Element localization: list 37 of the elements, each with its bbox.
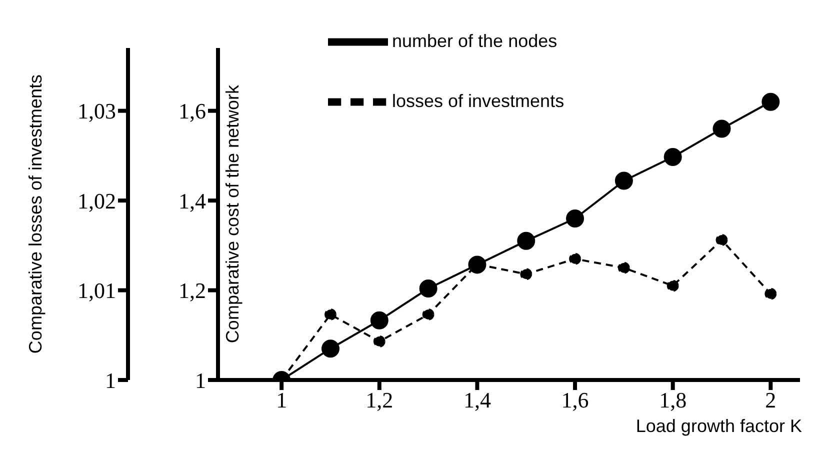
- point: [566, 209, 584, 228]
- y2-axis-title: Comparative cost of the network: [222, 84, 242, 344]
- x-tick-label: 1,6: [561, 388, 589, 413]
- point: [712, 120, 731, 138]
- y2-tick-label: 1,6: [178, 98, 206, 124]
- point: [762, 92, 780, 111]
- point: [569, 252, 582, 265]
- point: [517, 232, 536, 250]
- point: [764, 288, 777, 300]
- x-axis-title: Load growth factor K: [636, 416, 802, 436]
- point: [614, 172, 633, 190]
- x-tick-label: 1: [276, 388, 288, 413]
- point: [666, 280, 679, 292]
- point: [422, 308, 434, 320]
- x-tick-label: 1,4: [463, 388, 491, 413]
- point: [664, 148, 682, 166]
- y2-tick-label: 1: [195, 368, 206, 393]
- legend-label: losses of investments: [392, 90, 564, 111]
- x-tick-label: 1,8: [659, 388, 687, 413]
- y-tick-label: 1,01: [78, 278, 116, 304]
- point: [520, 268, 532, 280]
- point: [419, 279, 438, 298]
- x-tick-label: 1,2: [366, 388, 394, 413]
- y-tick-label: 1: [105, 368, 116, 393]
- y2-tick-label: 1,4: [178, 188, 206, 214]
- x-tick-label: 2: [765, 388, 776, 413]
- point: [321, 340, 340, 358]
- point: [618, 262, 630, 274]
- y-axis-title: Comparative losses of investments: [25, 74, 46, 354]
- point: [373, 335, 386, 348]
- legend-label: number of the nodes: [392, 30, 558, 51]
- y-tick-label: 1,03: [78, 98, 116, 124]
- point: [324, 308, 336, 320]
- y2-tick-label: 1,2: [178, 278, 206, 304]
- y-tick-label: 1,02: [78, 188, 116, 214]
- point: [370, 311, 388, 330]
- point: [716, 234, 728, 246]
